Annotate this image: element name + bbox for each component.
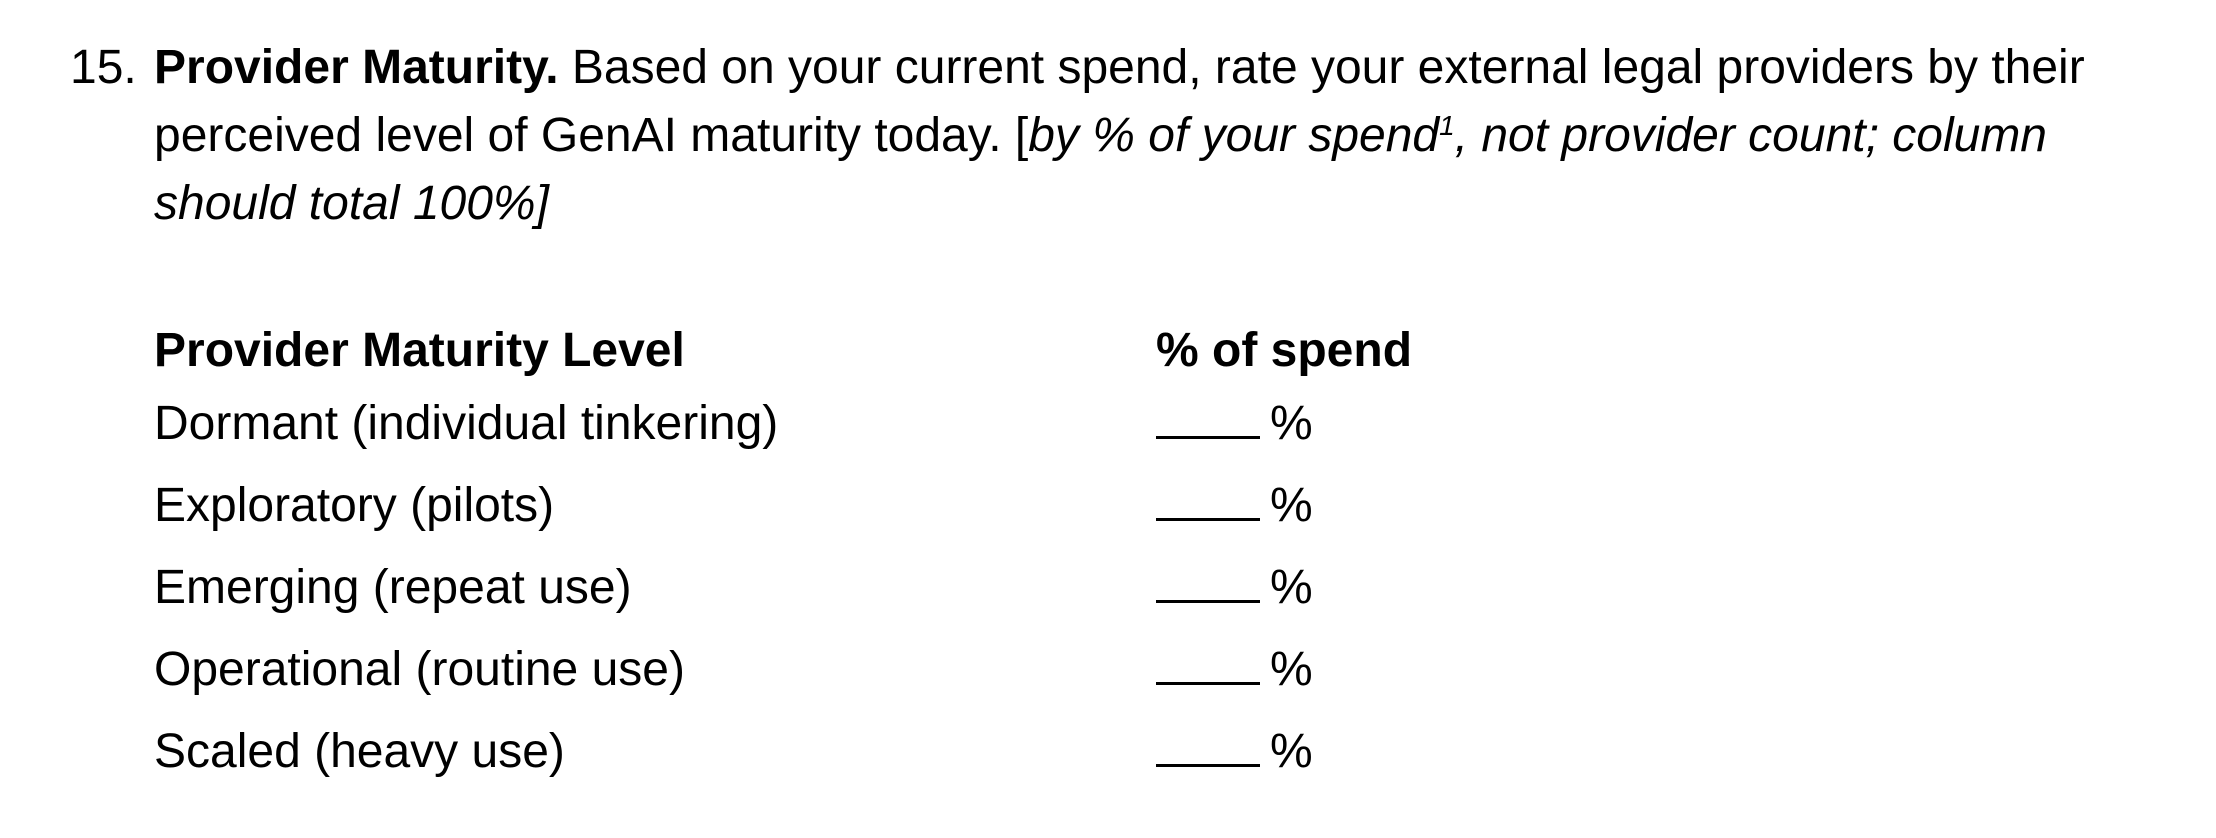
spend-cell: % bbox=[1156, 478, 1313, 533]
percent-unit: % bbox=[1270, 724, 1313, 778]
header-maturity-level: Provider Maturity Level bbox=[154, 323, 685, 377]
maturity-table: Provider Maturity Level % of spend Dorma… bbox=[154, 318, 1454, 792]
note-part-2: , not provider count; column should tota… bbox=[154, 109, 2047, 230]
spend-blank-field[interactable] bbox=[1156, 564, 1260, 603]
table-row: Emerging (repeat use) % bbox=[154, 546, 1454, 628]
percent-unit: % bbox=[1270, 478, 1313, 532]
maturity-level-label: Scaled (heavy use) bbox=[154, 724, 565, 778]
spend-blank-field[interactable] bbox=[1156, 400, 1260, 439]
footnote-marker: 1 bbox=[1439, 110, 1455, 141]
question-prompt: Based on your current spend, rate your e… bbox=[154, 41, 2085, 162]
maturity-level-label: Operational (routine use) bbox=[154, 642, 685, 696]
maturity-level-label: Dormant (individual tinkering) bbox=[154, 396, 779, 450]
question-number: 15. bbox=[70, 41, 137, 94]
spend-cell: % bbox=[1156, 396, 1313, 451]
spend-blank-field[interactable] bbox=[1156, 646, 1260, 685]
spend-cell: % bbox=[1156, 724, 1313, 779]
maturity-level-label: Emerging (repeat use) bbox=[154, 560, 632, 614]
percent-unit: % bbox=[1270, 396, 1313, 450]
percent-unit: % bbox=[1270, 560, 1313, 614]
spend-cell: % bbox=[1156, 642, 1313, 697]
percent-unit: % bbox=[1270, 642, 1313, 696]
table-row: Scaled (heavy use) % bbox=[154, 710, 1454, 792]
header-percent-spend: % of spend bbox=[1156, 323, 1413, 377]
spend-blank-field[interactable] bbox=[1156, 728, 1260, 767]
maturity-level-label: Exploratory (pilots) bbox=[154, 478, 555, 532]
spend-cell: % bbox=[1156, 560, 1313, 615]
table-row: Operational (routine use) % bbox=[154, 628, 1454, 710]
note-part-1: by % of your spend bbox=[1028, 109, 1440, 162]
table-row: Dormant (individual tinkering) % bbox=[154, 382, 1454, 464]
question-note: by % of your spend1, not provider count;… bbox=[154, 109, 2047, 230]
question-block: 15. Provider Maturity. Based on your cur… bbox=[70, 34, 2120, 238]
question-text: Provider Maturity. Based on your current… bbox=[154, 34, 2114, 238]
table-row: Exploratory (pilots) % bbox=[154, 464, 1454, 546]
table-header: Provider Maturity Level % of spend bbox=[154, 318, 1454, 382]
question-title: Provider Maturity. bbox=[154, 41, 559, 94]
spend-blank-field[interactable] bbox=[1156, 482, 1260, 521]
